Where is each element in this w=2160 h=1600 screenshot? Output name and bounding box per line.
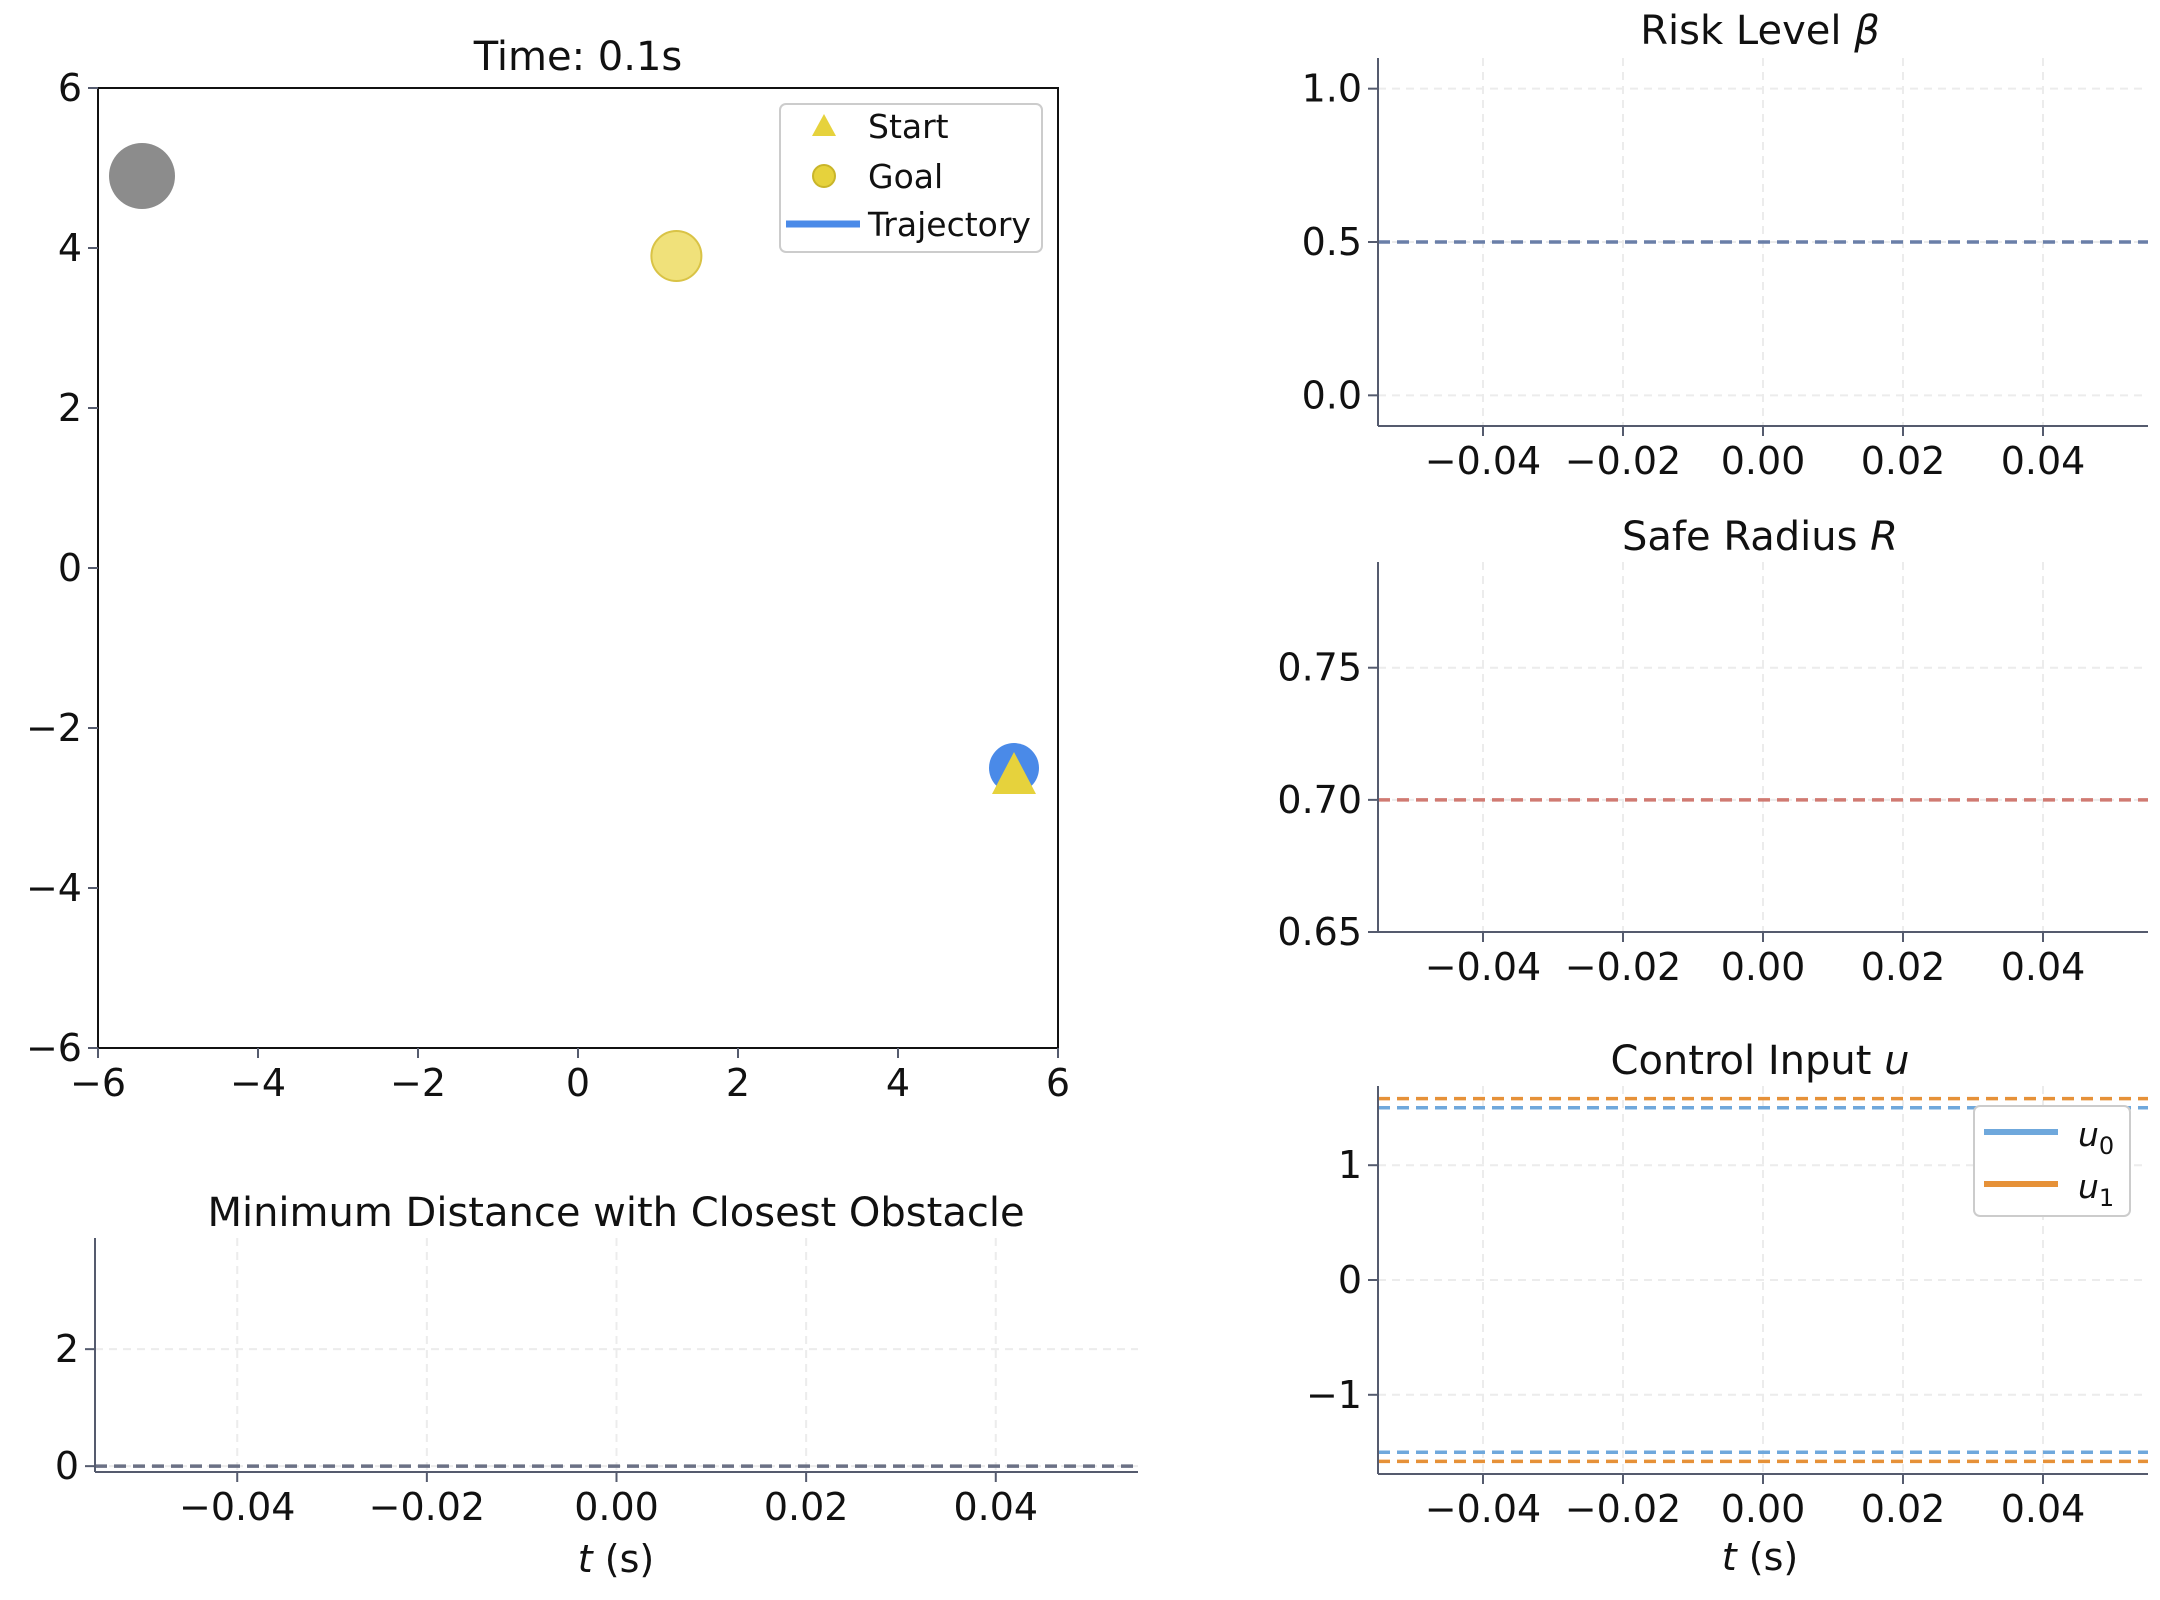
mindist-panel: Minimum Distance with Closest Obstacle −… xyxy=(55,1190,1138,1581)
trajectory-y-tick-label: −2 xyxy=(26,706,82,750)
control-y-tick-label: −1 xyxy=(1306,1373,1362,1417)
legend-box xyxy=(779,103,1043,253)
radius-y-tick-label: 0.65 xyxy=(1277,910,1362,954)
control-panel: Control Input u −0.04 −0.02 0.00 0.02 0.04 −1… xyxy=(1306,1038,2148,1579)
goal-marker xyxy=(650,230,703,282)
control-y-tick-label: 1 xyxy=(1338,1143,1362,1187)
mindist-x-label: t (s) xyxy=(578,1537,654,1581)
radius-title-symbol: R xyxy=(1870,514,1898,560)
radius-y-tick-label: 0.70 xyxy=(1277,778,1362,822)
trajectory-y-tick-label: 0 xyxy=(58,546,82,590)
risk-y-tick-label: 0.5 xyxy=(1302,220,1362,264)
trajectory-x-tick-label: 0 xyxy=(566,1061,590,1105)
trajectory-y-tick-label: 4 xyxy=(58,226,82,270)
trajectory-panel: Time: 0.1s −6 −4 −2 0 2 4 6 −6 −4 −2 0 2 4 6 Start Go… xyxy=(26,34,1070,1105)
radius-panel: Safe Radius R −0.04 −0.02 0.00 0.02 0.04 0.65… xyxy=(1277,514,2148,989)
mindist-x-tick-label: −0.02 xyxy=(369,1485,485,1529)
risk-y-tick-label: 1.0 xyxy=(1302,67,1362,111)
trajectory-y-tick-label: −4 xyxy=(26,866,82,910)
trajectory-x-tick-label: −2 xyxy=(390,1061,446,1105)
trajectory-y-tick-label: 6 xyxy=(58,66,82,110)
risk-x-tick-label: 0.04 xyxy=(2001,439,2086,483)
radius-x-tick-label: 0.02 xyxy=(1861,945,1946,989)
radius-x-tick-label: 0.00 xyxy=(1721,945,1806,989)
trajectory-title: Time: 0.1s xyxy=(473,34,683,80)
mindist-y-tick-label: 0 xyxy=(55,1444,79,1488)
control-title: Control Input u xyxy=(1611,1038,1910,1084)
obstacle-marker xyxy=(109,143,175,209)
mindist-x-tick-label: 0.00 xyxy=(574,1485,659,1529)
radius-x-tick-label: 0.04 xyxy=(2001,945,2086,989)
risk-x-tick-label: −0.02 xyxy=(1565,439,1681,483)
mindist-y-tick-label: 2 xyxy=(55,1327,79,1371)
risk-panel: Risk Level β −0.04 −0.02 0.00 0.02 0.04 0.0 0.… xyxy=(1302,8,2148,483)
trajectory-legend: Start Goal Trajectory xyxy=(779,103,1043,253)
trajectory-y-tick-label: −6 xyxy=(26,1026,82,1070)
control-x-tick-label: 0.02 xyxy=(1861,1487,1946,1531)
risk-x-tick-label: 0.00 xyxy=(1721,439,1806,483)
legend-goal-label: Goal xyxy=(868,157,943,196)
trajectory-x-tick-label: −4 xyxy=(230,1061,286,1105)
control-y-tick-label: 0 xyxy=(1338,1258,1362,1302)
mindist-x-tick-label: 0.02 xyxy=(764,1485,849,1529)
trajectory-x-tick-label: −6 xyxy=(70,1061,126,1105)
radius-x-tick-label: −0.02 xyxy=(1565,945,1681,989)
control-title-text: Control Input xyxy=(1611,1038,1885,1084)
mindist-x-tick-label: 0.04 xyxy=(953,1485,1038,1529)
trajectory-x-tick-label: 2 xyxy=(726,1061,750,1105)
radius-title-text: Safe Radius xyxy=(1622,514,1870,560)
radius-y-tick-label: 0.75 xyxy=(1277,646,1362,690)
control-x-tick-label: 0.00 xyxy=(1721,1487,1806,1531)
risk-title-symbol: β xyxy=(1853,8,1880,54)
risk-y-tick-label: 0.0 xyxy=(1302,373,1362,417)
trajectory-x-tick-label: 6 xyxy=(1046,1061,1070,1105)
control-x-tick-label: −0.04 xyxy=(1425,1487,1541,1531)
start-marker xyxy=(992,752,1036,794)
control-x-tick-label: −0.02 xyxy=(1565,1487,1681,1531)
trajectory-y-tick-label: 2 xyxy=(58,386,82,430)
control-title-symbol: u xyxy=(1884,1038,1909,1084)
radius-x-tick-label: −0.04 xyxy=(1425,945,1541,989)
radius-title: Safe Radius R xyxy=(1622,514,1898,560)
control-x-tick-label: 0.04 xyxy=(2001,1487,2086,1531)
control-legend: u0 u1 xyxy=(1973,1105,2131,1217)
risk-title-text: Risk Level xyxy=(1640,8,1854,54)
risk-title: Risk Level β xyxy=(1640,8,1879,54)
mindist-title: Minimum Distance with Closest Obstacle xyxy=(207,1190,1024,1236)
mindist-x-tick-label: −0.04 xyxy=(179,1485,295,1529)
legend-trajectory-label: Trajectory xyxy=(867,205,1031,244)
start-marker-icon xyxy=(812,114,836,136)
goal-marker-icon xyxy=(812,164,836,188)
risk-x-tick-label: 0.02 xyxy=(1861,439,1946,483)
trajectory-x-tick-label: 4 xyxy=(886,1061,910,1105)
legend-start-label: Start xyxy=(868,107,949,146)
risk-x-tick-label: −0.04 xyxy=(1425,439,1541,483)
control-x-label: t (s) xyxy=(1722,1535,1798,1579)
